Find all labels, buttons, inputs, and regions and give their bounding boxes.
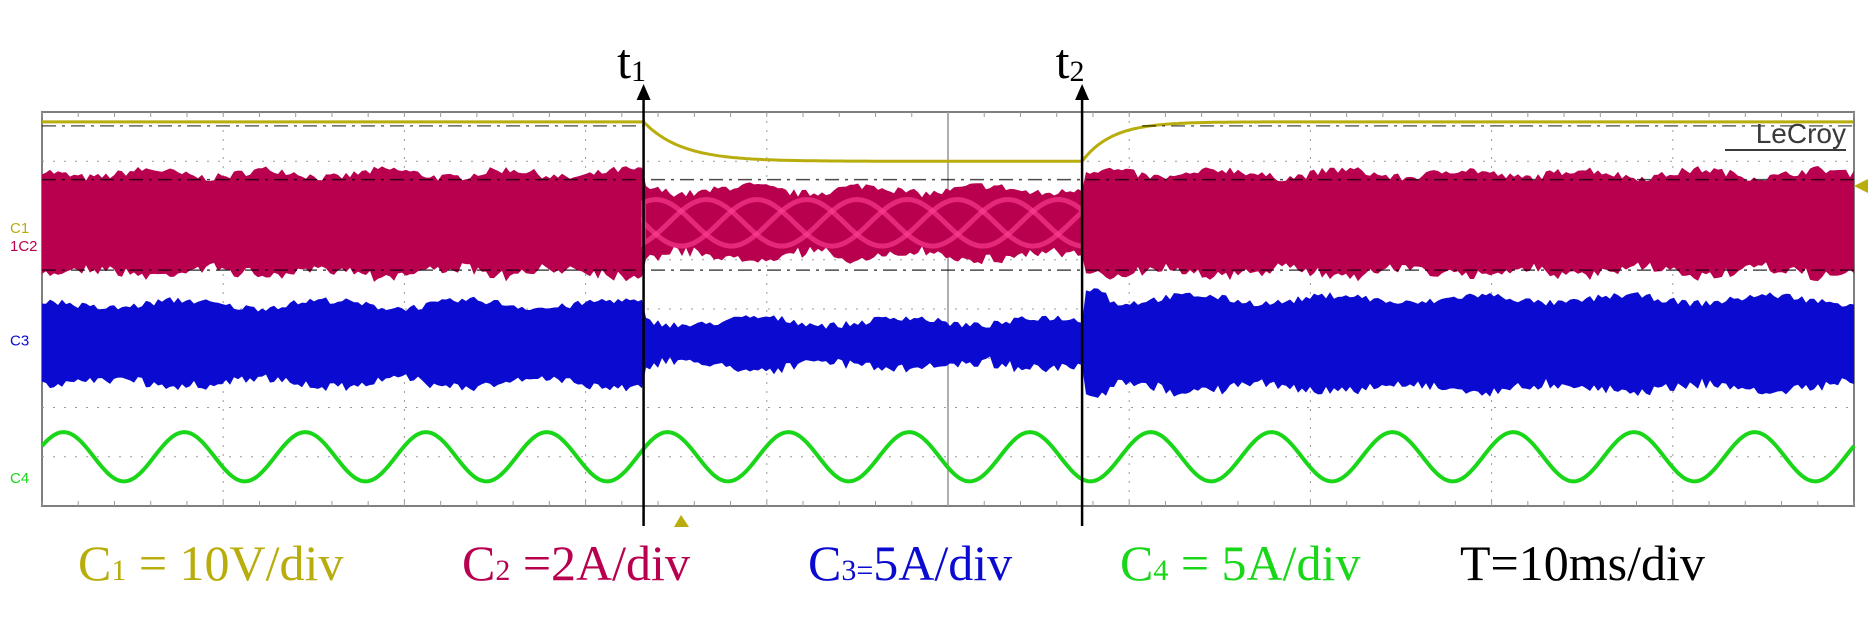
c1-voltage-trace [42,120,1854,163]
scope-grid [41,112,1855,506]
legend-c4-rest: = 5A/div [1168,535,1360,591]
trigger-marker-icon [674,515,689,527]
legend-c4-sub: 4 [1153,554,1168,587]
legend-c2: C2 =2A/div [462,535,690,591]
legend-c3-sub: 3= [841,554,873,587]
event-label-sub: 2 [1070,55,1085,88]
c1-level-marker-icon [1854,179,1868,193]
legend-c1: C1 = 10V/div [78,535,343,591]
legend-c3-rest: 5A/div [873,535,1012,591]
channel-tag-c1: C1 [10,220,29,237]
scale-legend: C1 = 10V/div C2 =2A/div C3=5A/div C4 = 5A/d… [78,535,1705,591]
legend-c4: C4 = 5A/div [1120,535,1360,591]
channel-tag-c2: 1C2 [10,238,38,255]
c2-ripple-detail [641,196,1082,249]
event-label-base: t [617,33,631,89]
legend-c2-sub: 2 [495,554,510,587]
legend-c1-sub: 1 [111,554,126,587]
brand-logo: LeCroy [1756,118,1846,149]
c2-ripple-detail [641,196,1084,249]
legend-c2-base: C [462,535,495,591]
c4-sine-trace [40,430,1856,484]
scope-traces [40,120,1856,484]
legend-t: T=10ms/div [1460,535,1705,591]
event-label-t1: t1 [617,33,646,89]
legend-c2-rest: =2A/div [510,535,690,591]
event-markers: t1 t2 [617,33,1090,526]
event-label-t2: t2 [1056,33,1085,89]
event-arrow-t1-icon [636,84,651,100]
event-arrow-t2-icon [1075,84,1090,100]
legend-c3-base: C [808,535,841,591]
legend-t-base: T=10ms/div [1460,535,1705,591]
c3-current-band [42,288,1854,398]
legend-c1-base: C [78,535,111,591]
legend-c1-rest: = 10V/div [126,535,343,591]
event-label-base: t [1056,33,1070,89]
event-label-sub: 1 [631,55,646,88]
legend-c3: C3=5A/div [808,535,1012,591]
legend-c4-base: C [1120,535,1153,591]
channel-tag-c4: C4 [10,470,29,487]
channel-tag-c3: C3 [10,332,29,349]
